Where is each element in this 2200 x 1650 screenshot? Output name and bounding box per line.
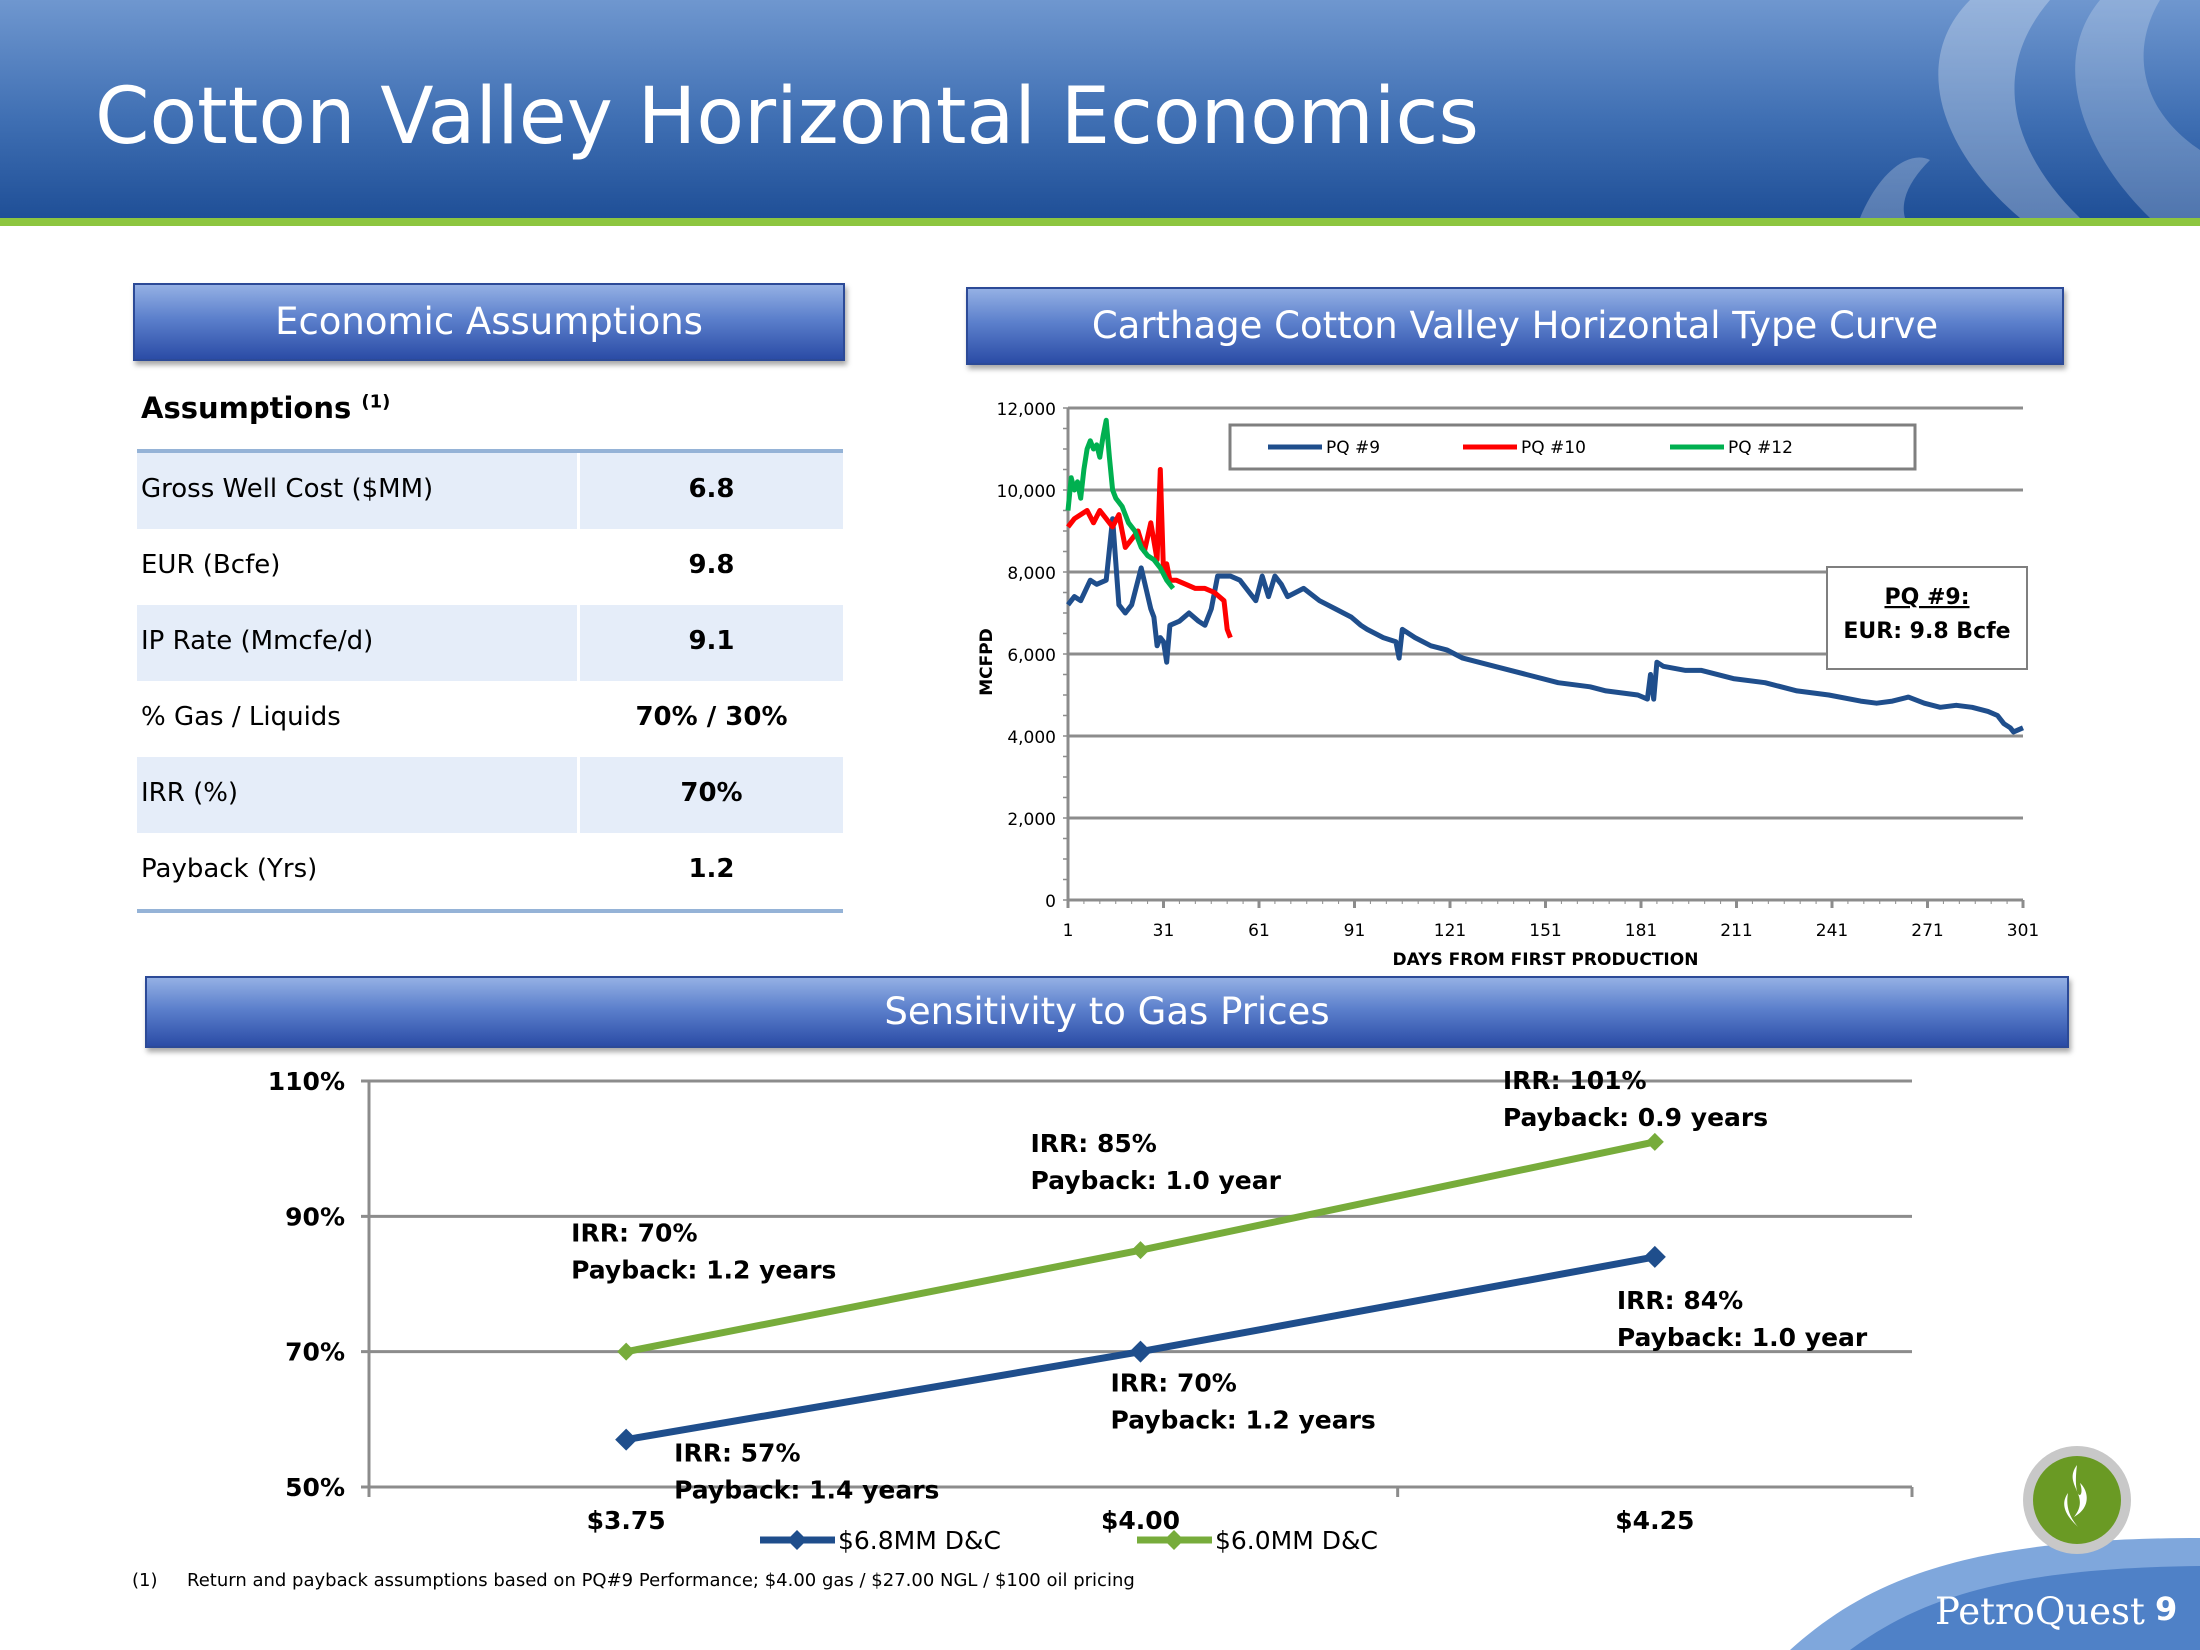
data-label: IRR: 70% [571,1219,697,1248]
legend-label: $6.0MM D&C [1215,1526,1378,1555]
x-tick-label: 1 [1063,921,1074,941]
x-tick-label: $4.25 [1615,1506,1694,1535]
x-tick-label: 31 [1153,921,1175,941]
row-label: IP Rate (Mmcfe/d) [137,605,577,681]
x-tick-label: 271 [1911,921,1943,941]
data-label: Payback: 1.2 years [1111,1406,1376,1435]
y-axis-label: MCFPD [977,628,997,696]
x-tick-label: 211 [1720,921,1752,941]
assumptions-heading: Assumptions [141,391,352,425]
title-underline [0,218,2200,226]
table-row: Gross Well Cost ($MM) 6.8 [137,453,843,529]
assumptions-heading-row: Assumptions (1) [137,365,843,453]
legend-box [1228,423,1917,471]
series-line-pq-10 [1066,467,1233,639]
data-point [1643,1245,1666,1268]
row-label: % Gas / Liquids [141,702,341,732]
data-label: Payback: 0.9 years [1503,1103,1768,1132]
y-tick-label: 110% [268,1067,345,1096]
x-tick-label: 301 [2007,921,2039,941]
annotation-text: EUR: 9.8 Bcfe [1843,619,2010,644]
table-row: Payback (Yrs) 1.2 [137,833,843,909]
y-tick-label: 0 [1045,892,1056,912]
data-label: IRR: 85% [1031,1129,1157,1158]
logo-flame-icon [2023,1446,2131,1554]
row-value: 1.2 [688,854,735,884]
y-tick-label: 90% [285,1202,345,1231]
x-axis-label: DAYS FROM FIRST PRODUCTION [1393,950,1699,970]
x-tick-label: 91 [1344,921,1366,941]
type-curve-header: Carthage Cotton Valley Horizontal Type C… [966,287,2064,365]
x-tick-label: $4.00 [1101,1506,1180,1535]
row-value: 9.8 [688,550,735,580]
company-logo-text: PetroQuest [1935,1590,2145,1633]
row-value: 70% [580,757,843,833]
page-number: 9 [2155,1590,2178,1628]
row-value: 70% / 30% [635,702,788,732]
table-row: EUR (Bcfe) 9.8 [137,529,843,605]
swoosh-graphic [1860,0,2200,218]
assumptions-table: Assumptions (1) Gross Well Cost ($MM) 6.… [137,365,843,913]
y-tick-label: 8,000 [1007,564,1056,584]
legend-marker [787,1530,807,1550]
data-label: Payback: 1.2 years [571,1256,836,1285]
slide-title: Cotton Valley Horizontal Economics [95,72,1479,162]
table-row: IRR (%) 70% [137,757,843,833]
annotation-title: PQ #9: [1884,585,1969,610]
table-bottom-rule [137,909,843,913]
sensitivity-header: Sensitivity to Gas Prices [145,976,2069,1048]
series-line-pq-9 [1066,516,2024,735]
title-banner [0,0,2200,218]
data-point [1645,1132,1664,1151]
legend-label: $6.8MM D&C [838,1526,1001,1555]
row-label: EUR (Bcfe) [141,550,281,580]
data-label: Payback: 1.0 year [1031,1166,1282,1195]
data-point [1131,1241,1150,1260]
economic-assumptions-header: Economic Assumptions [133,283,845,361]
x-tick-label: 121 [1434,921,1466,941]
type-curve-chart: 0 2,000 4,000 6,000 8,000 10,000 12,000 1 31 61 91… [977,400,2039,970]
assumptions-footnote-ref: (1) [361,391,391,413]
data-label: IRR: 101% [1503,1066,1647,1095]
data-label: IRR: 70% [1111,1369,1237,1398]
sensitivity-chart: 50% 70% 90% 110% $3.75 $4.00 $4.25 IRR: 57% Payb… [268,1066,1914,1555]
legend-label: PQ #9 [1326,438,1380,458]
y-tick-label: 4,000 [1007,728,1056,748]
footer-swoosh [1790,1538,2200,1650]
y-tick-label: 50% [285,1473,345,1502]
data-label: IRR: 57% [674,1439,800,1468]
data-point [1129,1340,1152,1363]
row-value: 9.1 [580,605,843,681]
row-label: IRR (%) [137,757,577,833]
data-label: Payback: 1.4 years [674,1476,939,1505]
y-tick-label: 6,000 [1007,646,1056,666]
x-tick-label: $3.75 [587,1506,666,1535]
x-tick-label: 151 [1529,921,1561,941]
series-line-pq-12 [1065,417,1176,590]
footnote-text: Return and payback assumptions based on … [187,1570,1135,1591]
x-tick-label: 241 [1816,921,1848,941]
legend-label: PQ #12 [1728,438,1793,458]
legend-label: PQ #10 [1521,438,1586,458]
row-value: 6.8 [580,453,843,529]
row-label: Gross Well Cost ($MM) [137,453,577,529]
data-label: Payback: 1.0 year [1617,1323,1868,1352]
table-row: % Gas / Liquids 70% / 30% [137,681,843,757]
y-tick-label: 12,000 [997,400,1056,420]
y-tick-label: 70% [285,1338,345,1367]
y-tick-label: 2,000 [1007,810,1056,830]
table-row: IP Rate (Mmcfe/d) 9.1 [137,605,843,681]
row-label: Payback (Yrs) [141,854,318,884]
y-tick-label: 10,000 [997,482,1056,502]
data-point [615,1428,638,1451]
x-tick-label: 181 [1625,921,1657,941]
legend-marker [1164,1530,1184,1550]
data-point [617,1342,636,1361]
data-label: IRR: 84% [1617,1286,1743,1315]
footnote-number: (1) [132,1570,158,1591]
x-tick-label: 61 [1248,921,1270,941]
annotation-box [1826,566,2028,670]
